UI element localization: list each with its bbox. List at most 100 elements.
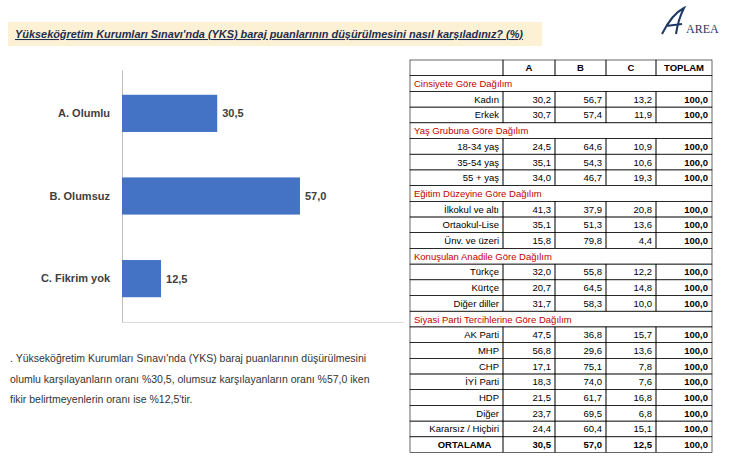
cell-value: 58,3 bbox=[584, 298, 603, 309]
cell-value: 100,0 bbox=[684, 204, 708, 215]
column-header: TOPLAM bbox=[664, 62, 704, 73]
cell-value: 15,1 bbox=[634, 423, 653, 434]
cell bbox=[606, 91, 656, 107]
group-title: Eğitim Düzeyine Göre Dağılım bbox=[414, 188, 542, 199]
cell bbox=[606, 437, 656, 453]
cell-value: 10,0 bbox=[634, 298, 653, 309]
cell-value: 20,7 bbox=[533, 282, 552, 293]
cell-value: 11,9 bbox=[634, 109, 652, 120]
cell bbox=[503, 405, 555, 421]
row-label: Diğer bbox=[476, 408, 499, 419]
column-header: C bbox=[628, 62, 635, 73]
data-labels: 30,5 57,0 12,5 bbox=[166, 107, 326, 284]
cell-value: 100,0 bbox=[684, 376, 708, 387]
cell bbox=[656, 170, 712, 186]
cell bbox=[555, 233, 606, 249]
cell bbox=[656, 139, 712, 155]
cell bbox=[555, 170, 606, 186]
row-label-cell bbox=[410, 296, 503, 312]
row-label: Ünv. ve üzeri bbox=[444, 235, 499, 246]
cell bbox=[606, 374, 656, 390]
cell-value: 29,6 bbox=[584, 345, 603, 356]
cell-value: 100,0 bbox=[684, 345, 708, 356]
header-cell bbox=[656, 60, 712, 76]
cell bbox=[503, 264, 555, 280]
tick: C. Fikrim yok bbox=[41, 272, 122, 284]
cell bbox=[555, 343, 606, 359]
row-label: HDP bbox=[479, 392, 499, 403]
row-label-cell bbox=[410, 201, 503, 217]
cell bbox=[555, 437, 606, 453]
page: Yükseköğretim Kurumları Sınavı'nda (YKS)… bbox=[0, 0, 730, 471]
cell-value: 30,7 bbox=[533, 109, 552, 120]
cell-value: 7,8 bbox=[639, 361, 652, 372]
cell bbox=[656, 405, 712, 421]
cell bbox=[656, 374, 712, 390]
cell-value: 100,0 bbox=[684, 109, 708, 120]
y-axis: A. OlumluB. OlumsuzC. Fikrim yok bbox=[41, 71, 123, 323]
cell bbox=[555, 91, 606, 107]
row-label: MHP bbox=[478, 345, 499, 356]
row-label-cell bbox=[410, 437, 503, 453]
cell bbox=[555, 107, 606, 123]
data-label: 30,5 bbox=[222, 107, 243, 119]
row-label: Kürtçe bbox=[472, 282, 499, 293]
group-title: Yaş Grubuna Göre Dağılım bbox=[414, 125, 528, 136]
cell-value: 100,0 bbox=[684, 172, 708, 183]
cell bbox=[606, 421, 656, 437]
cell bbox=[606, 343, 656, 359]
cell-value: 17,1 bbox=[533, 361, 552, 372]
cell bbox=[606, 107, 656, 123]
cell-value: 10,9 bbox=[634, 141, 653, 152]
data-label: 12,5 bbox=[166, 273, 187, 285]
cell bbox=[503, 374, 555, 390]
data-label: 57,0 bbox=[305, 190, 326, 202]
row-label-cell bbox=[410, 358, 503, 374]
cell bbox=[656, 91, 712, 107]
cell-value: 35,1 bbox=[533, 157, 552, 168]
title: Yükseköğretim Kurumları Sınavı'nda (YKS)… bbox=[15, 28, 524, 40]
cell bbox=[555, 421, 606, 437]
row-label: İYİ Parti bbox=[465, 376, 499, 387]
cell-value: 23,7 bbox=[533, 408, 552, 419]
cell-value: 75,1 bbox=[584, 361, 603, 372]
tick-label: B. Olumsuz bbox=[49, 190, 110, 202]
cell bbox=[606, 233, 656, 249]
cell bbox=[503, 280, 555, 296]
cell bbox=[656, 280, 712, 296]
cell bbox=[503, 154, 555, 170]
cell-value: 7,6 bbox=[639, 376, 652, 387]
cell bbox=[503, 296, 555, 312]
title-box bbox=[8, 22, 542, 46]
cell bbox=[555, 217, 606, 233]
axis-line bbox=[123, 322, 404, 323]
row-label: Kararsız / Hiçbiri bbox=[429, 423, 499, 434]
row-label: İlkokul ve altı bbox=[444, 204, 499, 215]
cell bbox=[606, 217, 656, 233]
cell bbox=[656, 264, 712, 280]
cell bbox=[503, 390, 555, 406]
group-title: Konuşulan Anadile Göre Dağılım bbox=[414, 251, 552, 262]
cell bbox=[606, 139, 656, 155]
cell-value: 100,0 bbox=[684, 219, 708, 230]
header-cell bbox=[606, 60, 656, 76]
cell bbox=[656, 421, 712, 437]
cell bbox=[503, 233, 555, 249]
cell-value: 100,0 bbox=[684, 392, 708, 403]
cell-value: 13,2 bbox=[634, 94, 653, 105]
row-label-cell bbox=[410, 154, 503, 170]
row-label: Erkek bbox=[475, 109, 500, 120]
row-label-cell bbox=[410, 405, 503, 421]
cell bbox=[555, 201, 606, 217]
cell-value: 100,0 bbox=[684, 141, 708, 152]
cell-value: 100,0 bbox=[684, 408, 708, 419]
cell bbox=[503, 217, 555, 233]
row-label-cell bbox=[410, 139, 503, 155]
cell-value: 34,0 bbox=[533, 172, 552, 183]
cell-value: 60,4 bbox=[584, 423, 603, 434]
cell bbox=[606, 296, 656, 312]
cell-value: 56,8 bbox=[533, 345, 552, 356]
cell bbox=[606, 327, 656, 343]
row-label: 18-34 yaş bbox=[457, 141, 499, 152]
row-label: 55 + yaş bbox=[463, 172, 499, 183]
